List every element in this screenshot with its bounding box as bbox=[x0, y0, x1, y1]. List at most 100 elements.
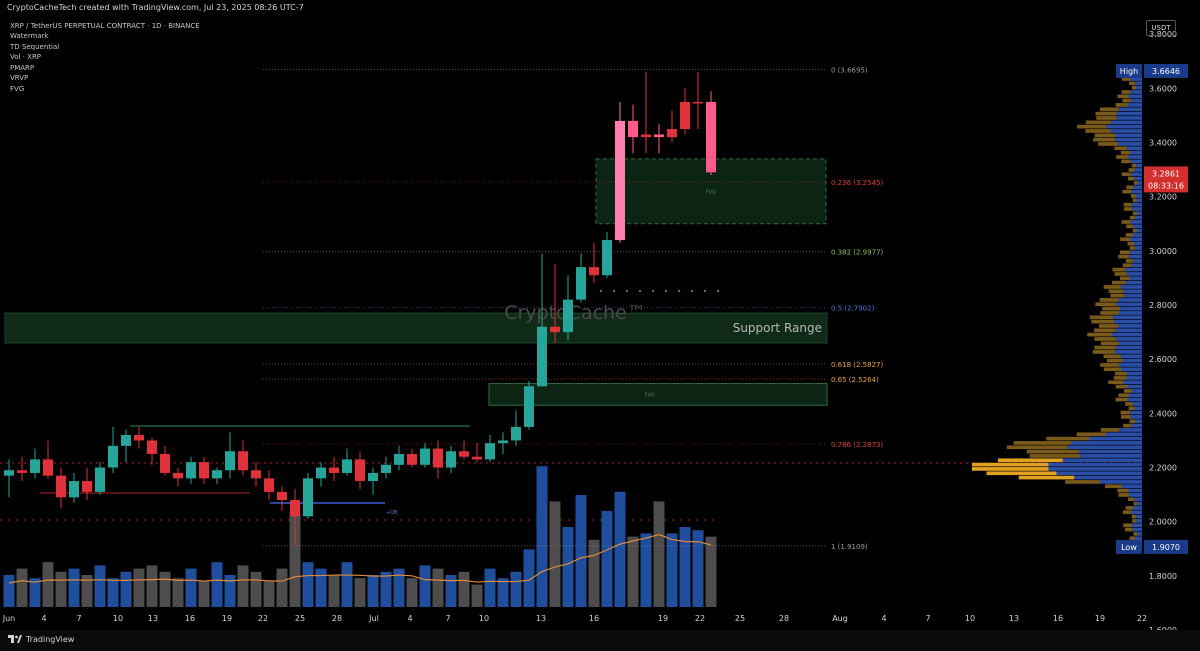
candle-body bbox=[199, 462, 209, 479]
profile-row-volume bbox=[1122, 510, 1132, 515]
x-tick-label: 10 bbox=[965, 614, 975, 623]
current-price-value: 3.2861 bbox=[1152, 169, 1180, 178]
profile-row-value bbox=[1128, 254, 1142, 259]
support-dot bbox=[704, 290, 706, 292]
candle-body bbox=[394, 453, 404, 465]
low-badge-value: 1.9070 bbox=[1152, 543, 1180, 552]
profile-row-volume bbox=[1129, 246, 1136, 250]
candle-body bbox=[368, 472, 378, 482]
profile-row-value bbox=[1089, 436, 1142, 441]
profile-row-volume bbox=[1129, 419, 1136, 424]
volume-bar bbox=[653, 501, 665, 607]
support-dot bbox=[717, 290, 719, 292]
volume-bar bbox=[627, 536, 639, 607]
volume-bar bbox=[536, 466, 548, 607]
profile-row-value bbox=[1126, 272, 1142, 276]
x-tick-label: 19 bbox=[222, 614, 232, 623]
indicator-td-sequential[interactable]: TD Sequential bbox=[10, 43, 60, 51]
profile-row-value bbox=[1114, 319, 1142, 324]
profile-row-value bbox=[1131, 98, 1142, 103]
volume-bar bbox=[198, 581, 210, 607]
x-tick-label: 28 bbox=[779, 614, 789, 623]
profile-row-volume bbox=[1120, 150, 1131, 155]
profile-row-volume bbox=[1124, 207, 1133, 211]
currency-button[interactable]: USDT bbox=[1146, 20, 1176, 36]
profile-row-volume bbox=[1103, 285, 1121, 289]
volume-bar bbox=[458, 571, 470, 607]
profile-row-value bbox=[1136, 163, 1142, 168]
indicator-vrvp[interactable]: VRVP bbox=[10, 74, 29, 82]
candle-body bbox=[550, 326, 560, 333]
candle-body bbox=[264, 478, 274, 492]
volume-bar bbox=[445, 575, 457, 607]
volume-bar bbox=[16, 568, 28, 607]
volume-bar bbox=[107, 578, 119, 607]
volume-bar bbox=[484, 568, 496, 607]
profile-row-volume bbox=[1129, 215, 1136, 220]
x-tick-label: 16 bbox=[185, 614, 195, 623]
profile-row-volume bbox=[1125, 233, 1134, 237]
profile-row-volume bbox=[1126, 185, 1134, 190]
profile-row-value bbox=[1115, 337, 1142, 341]
candle-body bbox=[472, 456, 482, 460]
symbol-line[interactable]: XRP / TetherUS PERPETUAL CONTRACT · 1D ·… bbox=[10, 22, 200, 30]
x-tick-label: 25 bbox=[735, 614, 745, 623]
indicator-watermark[interactable]: Watermark bbox=[10, 32, 49, 40]
profile-row-value bbox=[1116, 111, 1142, 116]
profile-row-volume bbox=[1102, 306, 1121, 311]
profile-row-volume bbox=[1113, 376, 1127, 380]
profile-row-volume bbox=[1121, 172, 1131, 177]
profile-row-value bbox=[1127, 384, 1142, 389]
volume-bar bbox=[354, 578, 366, 607]
profile-row-value bbox=[1136, 198, 1142, 203]
profile-row-value bbox=[1121, 367, 1142, 372]
volume-bar bbox=[432, 568, 444, 607]
candle-body bbox=[615, 120, 625, 241]
volume-bar bbox=[133, 568, 145, 607]
tradingview-logo[interactable]: TradingView bbox=[8, 634, 74, 644]
x-tick-label: 22 bbox=[1137, 614, 1147, 623]
profile-row-volume bbox=[1121, 90, 1131, 94]
profile-row-volume bbox=[1108, 289, 1124, 294]
profile-row-value bbox=[1131, 510, 1142, 515]
profile-row-value bbox=[1048, 467, 1142, 471]
profile-row-volume bbox=[1094, 133, 1116, 138]
candle-body bbox=[420, 448, 430, 465]
volume-bar bbox=[55, 571, 67, 607]
profile-row-volume bbox=[1120, 410, 1131, 415]
candle-body bbox=[17, 470, 27, 473]
profile-row-value bbox=[1134, 241, 1142, 246]
x-tick-label: Aug bbox=[832, 614, 848, 623]
profile-row-volume bbox=[1087, 332, 1112, 337]
profile-row-volume bbox=[1100, 363, 1120, 367]
profile-row-value bbox=[1136, 519, 1142, 523]
x-tick-label: 13 bbox=[1009, 614, 1019, 623]
indicator-fvg[interactable]: FVG bbox=[10, 85, 25, 93]
profile-row-volume bbox=[1114, 146, 1127, 151]
profile-row-value bbox=[1134, 176, 1142, 181]
y-tick-label: 2.2000 bbox=[1149, 464, 1177, 473]
fvg-label-lower: FVG bbox=[645, 392, 655, 398]
volume-bar bbox=[159, 571, 171, 607]
profile-row-value bbox=[1130, 172, 1142, 177]
volume-bar bbox=[705, 536, 717, 607]
profile-row-volume bbox=[1094, 345, 1116, 350]
profile-row-value bbox=[1130, 415, 1142, 419]
profile-row-volume bbox=[1118, 393, 1130, 398]
volume-bar bbox=[120, 571, 132, 607]
volume-bar bbox=[679, 527, 691, 607]
candle-body bbox=[30, 459, 40, 473]
profile-row-volume bbox=[1085, 120, 1112, 125]
x-tick-label: 4 bbox=[41, 614, 46, 623]
indicator-pmarp[interactable]: PMARP bbox=[10, 64, 35, 72]
profile-row-volume bbox=[986, 471, 1057, 476]
indicator-volume[interactable]: Vol · XRP bbox=[10, 53, 42, 61]
profile-row-value bbox=[1126, 376, 1142, 380]
profile-row-value bbox=[1127, 397, 1142, 402]
profile-row-volume bbox=[1085, 129, 1111, 133]
zones: Support Range FVG FVG +OB bbox=[4, 158, 828, 516]
candle-body bbox=[43, 459, 53, 476]
profile-row-value bbox=[1131, 523, 1142, 528]
candlesticks: CryptoCache™ bbox=[4, 72, 716, 547]
